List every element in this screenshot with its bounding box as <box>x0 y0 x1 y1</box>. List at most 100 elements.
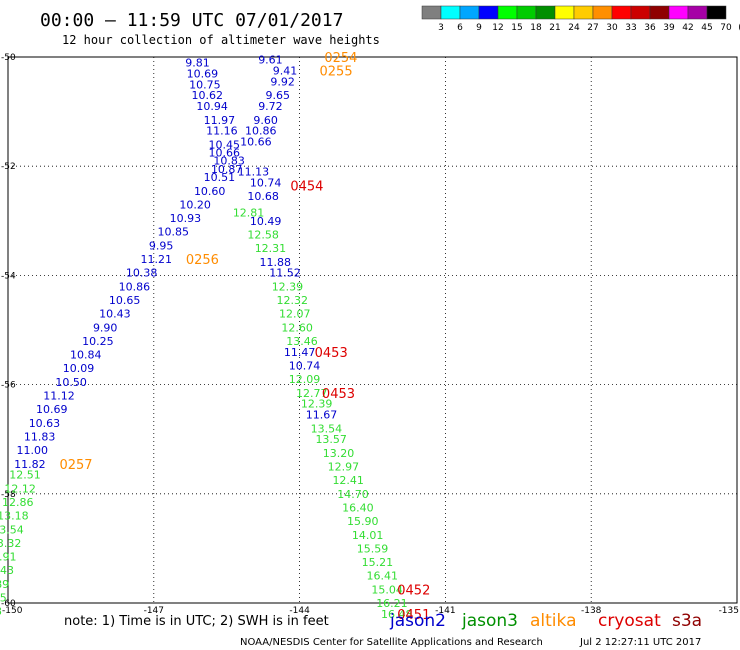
jason3-point: 12.12 <box>4 482 36 495</box>
jason3-point: 16.21 <box>376 597 408 610</box>
jason2-point: 11.83 <box>24 430 56 443</box>
jason3-point: 12.07 <box>279 308 311 321</box>
pass-time-label: 0453 <box>322 387 355 402</box>
jason2-point: 9.41 <box>273 65 298 78</box>
colorbar-swatch <box>668 5 689 20</box>
colorbar-swatch <box>573 5 594 20</box>
y-tick-label: -56 <box>1 381 16 391</box>
jason2-point: 10.83 <box>213 155 245 168</box>
colorbar-label: 24 <box>568 23 580 33</box>
colorbar-swatch <box>611 5 632 20</box>
footer-credit: NOAA/NESDIS Center for Satellite Applica… <box>240 637 543 648</box>
colorbar-swatch <box>630 5 651 20</box>
colorbar-label: 39 <box>663 23 675 33</box>
jason3-point: 15.04 <box>371 583 403 596</box>
jason2-point: 9.90 <box>93 321 118 334</box>
y-tick-label: -54 <box>1 271 16 281</box>
jason2-point: 11.16 <box>206 125 238 138</box>
colorbar-label: 30 <box>606 23 618 33</box>
legend-jason2: jason2 <box>389 611 446 631</box>
colorbar-swatch <box>554 5 575 20</box>
jason2-point: 11.88 <box>260 256 292 269</box>
jason3-point: 12.51 <box>9 469 41 482</box>
jason2-point: 11.67 <box>306 409 338 422</box>
colorbar-label: 15 <box>511 23 522 33</box>
jason2-point: 10.75 <box>189 78 221 91</box>
jason2-point: 10.50 <box>55 376 87 389</box>
jason2-point: 11.82 <box>14 458 46 471</box>
jason2-point: 11.00 <box>17 444 49 457</box>
colorbar-label: 36 <box>644 23 656 33</box>
jason3-point: 12.81 <box>233 207 265 220</box>
jason2-point: 10.87 <box>211 163 243 176</box>
colorbar-label: 21 <box>549 23 560 33</box>
jason2-point: 10.51 <box>204 171 236 184</box>
x-tick-label: -144 <box>289 606 310 616</box>
jason2-point: 10.69 <box>187 67 219 80</box>
jason2-point: 10.74 <box>250 177 282 190</box>
x-tick-label: -141 <box>435 606 455 616</box>
jason3-point: 12.39 <box>272 280 304 293</box>
jason2-point: 9.95 <box>149 239 174 252</box>
plot-frame <box>7 56 738 604</box>
jason2-point: 10.94 <box>196 100 228 113</box>
jason2-point: 10.85 <box>157 226 189 239</box>
x-tick-label: -138 <box>581 606 602 616</box>
jason3-point: 15.59 <box>357 542 389 555</box>
jason2-point: 10.43 <box>99 308 131 321</box>
jason2-point: 10.66 <box>240 136 272 149</box>
colorbar-swatch <box>478 5 499 20</box>
colorbar-label: 9 <box>476 23 482 33</box>
colorbar-label: 42 <box>682 23 693 33</box>
jason2-point: 10.20 <box>179 198 211 211</box>
legend-jason3: jason3 <box>461 611 518 631</box>
jason2-point: 11.21 <box>140 253 172 266</box>
pass-time-label: 0256 <box>186 253 219 268</box>
jason2-point: 9.72 <box>258 100 283 113</box>
y-tick-label: -60 <box>1 599 16 609</box>
jason2-point: 11.52 <box>269 267 301 280</box>
data-points: 9.61 9.81 9.41 10.69 9.92 10.75 9.65 10.6210.94… <box>0 54 413 621</box>
satellite-legend: jason2 jason3 altika cryosat s3a <box>389 611 702 631</box>
jason2-point: 10.60 <box>194 185 226 198</box>
colorbar-swatch <box>592 5 613 20</box>
footer-timestamp: Jul 2 12:27:11 UTC 2017 <box>579 637 701 648</box>
jason2-point: 10.25 <box>82 335 114 348</box>
jason3-point: 12.58 <box>247 228 279 241</box>
jason2-point: 9.81 <box>185 56 210 69</box>
colorbar-swatch <box>535 5 556 20</box>
jason3-point: 16.41 <box>366 570 398 583</box>
colorbar-label: 45 <box>701 23 712 33</box>
jason3-point: 12.60 <box>281 321 313 334</box>
jason2-point: 10.66 <box>209 147 241 160</box>
pass-time-label: 0453 <box>315 346 348 361</box>
jason3-point: 13.54 <box>0 523 24 536</box>
jason3-point: 12.97 <box>328 461 360 474</box>
pass-time-label: 0454 <box>290 179 323 194</box>
jason2-point: 10.86 <box>119 280 151 293</box>
y-tick-label: -52 <box>1 162 16 172</box>
jason3-point: 12.39 <box>301 398 333 411</box>
jason2-point: 10.86 <box>245 125 277 138</box>
colorbar-swatch <box>516 5 537 20</box>
colorbar-label: 70 <box>720 23 732 33</box>
jason3-point: 12.86 <box>2 496 34 509</box>
jason3-point: 13.91 <box>0 551 16 564</box>
jason2-point: 11.97 <box>204 114 236 127</box>
y-tick-label: -58 <box>1 490 16 500</box>
legend-altika: altika <box>530 611 577 631</box>
jason3-point: 13.18 <box>0 510 29 523</box>
colorbar-swatch <box>687 5 708 20</box>
colorbar-swatch <box>440 5 461 20</box>
jason2-point: 11.12 <box>43 390 75 403</box>
jason2-point: 10.93 <box>170 212 202 225</box>
jason2-point: 10.62 <box>192 89 224 102</box>
pass-time-label: 0451 <box>397 608 430 623</box>
colorbar-label: 3 <box>438 23 444 33</box>
colorbar-swatch <box>459 5 480 20</box>
jason3-point: 13.57 <box>315 433 347 446</box>
jason3-point: 15.90 <box>347 515 379 528</box>
jason2-point: 10.69 <box>36 403 68 416</box>
jason2-point: 10.68 <box>247 190 279 203</box>
chart-title: 00:00 — 11:59 UTC 07/01/2017 <box>40 10 343 31</box>
